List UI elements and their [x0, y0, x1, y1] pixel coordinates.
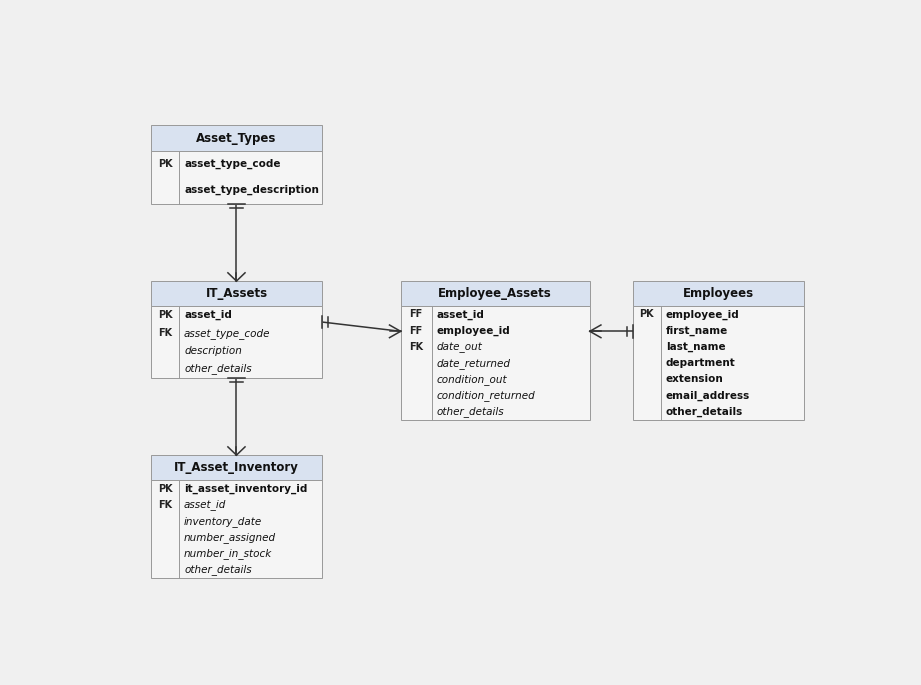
Bar [151, 455, 322, 480]
Text: FK: FK [409, 342, 424, 352]
Bar [151, 281, 322, 306]
Text: number_in_stock: number_in_stock [184, 548, 273, 559]
Text: other_details: other_details [184, 363, 251, 374]
Bar [401, 306, 589, 420]
Text: asset_type_code: asset_type_code [184, 327, 271, 338]
Text: IT_Assets: IT_Assets [205, 287, 267, 300]
Bar [151, 151, 322, 203]
Text: other_details: other_details [437, 406, 505, 417]
Text: employee_id: employee_id [666, 310, 740, 320]
Text: asset_id: asset_id [437, 310, 484, 320]
Text: FK: FK [157, 328, 172, 338]
Text: asset_type_description: asset_type_description [184, 185, 319, 195]
Bar [151, 306, 322, 377]
Text: other_details: other_details [666, 406, 743, 416]
Text: asset_id: asset_id [184, 499, 227, 510]
Text: PK: PK [157, 159, 172, 169]
Text: department: department [666, 358, 736, 368]
Text: Asset_Types: Asset_Types [196, 132, 276, 145]
Text: asset_type_code: asset_type_code [184, 159, 281, 169]
Text: employee_id: employee_id [437, 325, 510, 336]
Text: last_name: last_name [666, 342, 726, 352]
Text: PK: PK [639, 310, 654, 319]
Text: IT_Asset_Inventory: IT_Asset_Inventory [174, 461, 299, 474]
Text: date_out: date_out [437, 341, 483, 352]
Bar [401, 281, 589, 306]
Text: inventory_date: inventory_date [184, 516, 262, 527]
Text: FF: FF [410, 310, 423, 319]
Text: condition_out: condition_out [437, 374, 507, 385]
Text: Employee_Assets: Employee_Assets [438, 287, 552, 300]
Text: FK: FK [157, 500, 172, 510]
Text: FF: FF [410, 325, 423, 336]
Text: date_returned: date_returned [437, 358, 511, 369]
Text: email_address: email_address [666, 390, 750, 401]
Text: other_details: other_details [184, 564, 251, 575]
Bar [151, 480, 322, 578]
Text: number_assigned: number_assigned [184, 532, 276, 543]
Bar [633, 281, 804, 306]
Text: asset_id: asset_id [184, 310, 232, 321]
Text: PK: PK [157, 310, 172, 321]
Text: condition_returned: condition_returned [437, 390, 536, 401]
Bar [633, 306, 804, 420]
Text: it_asset_inventory_id: it_asset_inventory_id [184, 484, 308, 494]
Bar [151, 125, 322, 151]
Text: description: description [184, 346, 242, 356]
Text: first_name: first_name [666, 325, 729, 336]
Text: PK: PK [157, 484, 172, 494]
Text: Employees: Employees [682, 287, 753, 300]
Text: extension: extension [666, 374, 724, 384]
